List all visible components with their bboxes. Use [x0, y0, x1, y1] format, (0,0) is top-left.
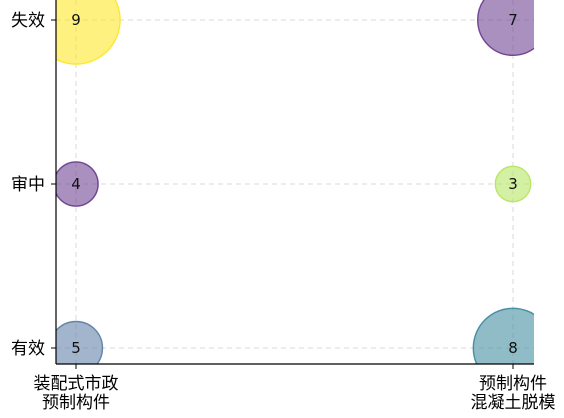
bubble-1 [56, 161, 99, 207]
bubble-value-4: 3 [508, 175, 518, 193]
x-tick-label-0-line-1: 预制构件 [42, 393, 110, 413]
bubble-value-3: 7 [508, 11, 518, 29]
axis-layer [51, 0, 534, 369]
grid-layer [56, 0, 534, 364]
bubble-layer [56, 0, 534, 364]
y-tick-label-1: 审中 [11, 175, 45, 195]
bubble-2 [56, 320, 104, 364]
x-tick-label-1-line-0: 预制构件 [479, 374, 547, 394]
bubble-value-5: 8 [508, 339, 518, 357]
x-tick-label-1-line-1: 混凝土脱模 [471, 393, 556, 413]
bubble-5 [472, 307, 534, 364]
bubble-3 [477, 0, 534, 56]
y-tick-label-0: 有效 [11, 339, 45, 359]
bubble-value-2: 5 [71, 339, 81, 357]
y-tick-label-2: 失效 [11, 11, 45, 31]
bubble-value-0: 9 [71, 11, 81, 29]
x-tick-label-0-line-0: 装配式市政 [34, 374, 119, 394]
bubble-value-1: 4 [71, 175, 81, 193]
bubble-4 [494, 165, 532, 203]
bubble-0 [56, 0, 121, 65]
